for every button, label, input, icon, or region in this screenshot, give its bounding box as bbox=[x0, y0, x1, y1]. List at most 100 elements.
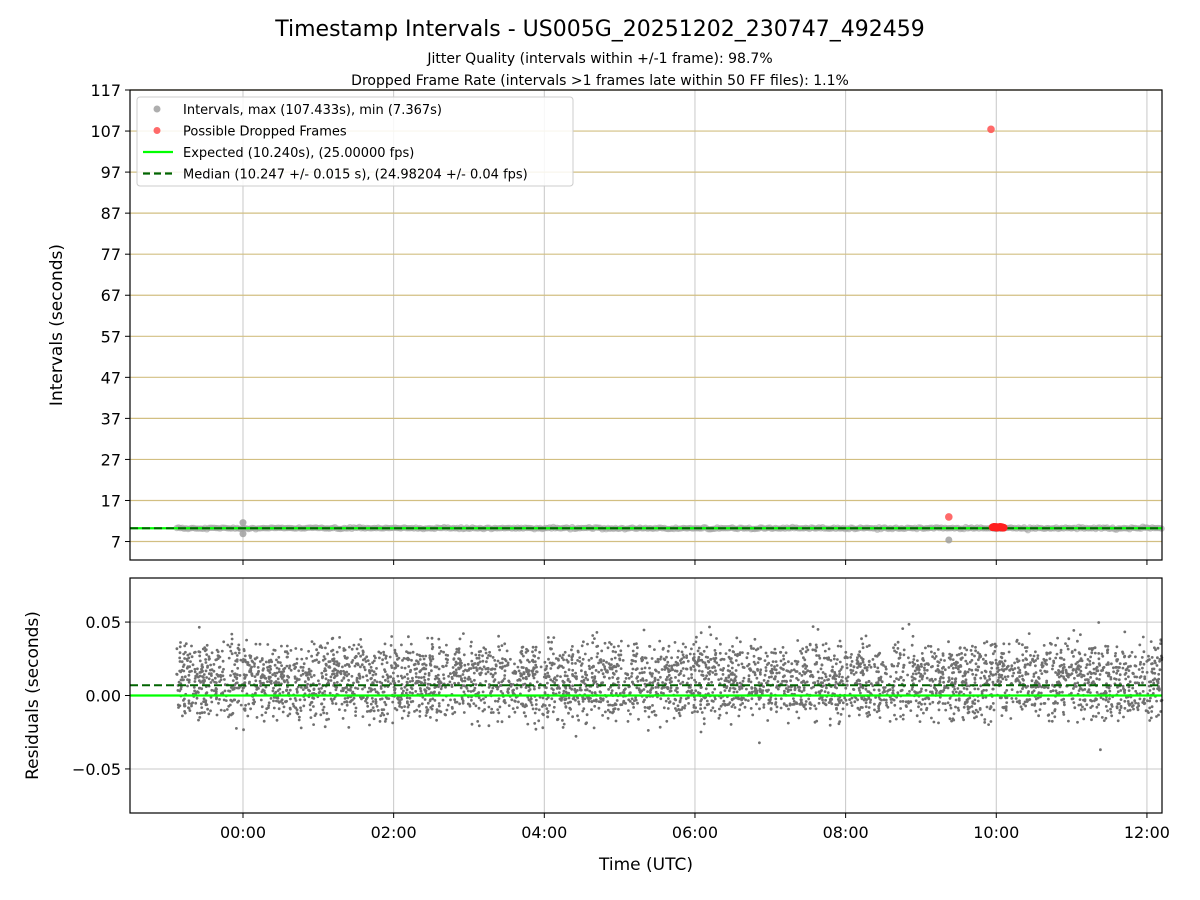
residual-point bbox=[601, 672, 605, 676]
residual-point bbox=[897, 678, 901, 681]
residual-point bbox=[624, 677, 628, 680]
residual-point bbox=[470, 680, 473, 684]
residual-point bbox=[477, 656, 481, 660]
residual-point bbox=[1095, 677, 1099, 681]
residual-point bbox=[668, 700, 672, 704]
residual-point bbox=[1148, 719, 1152, 722]
residual-point bbox=[312, 705, 315, 708]
residual-point bbox=[582, 640, 585, 644]
residual-point bbox=[577, 702, 581, 706]
residual-point bbox=[335, 686, 339, 689]
residual-point bbox=[689, 690, 692, 694]
residual-point bbox=[1028, 698, 1032, 701]
residual-point bbox=[618, 692, 622, 695]
residual-point bbox=[741, 665, 745, 669]
residual-point bbox=[202, 681, 205, 685]
residual-point bbox=[1137, 704, 1141, 708]
residual-point bbox=[990, 662, 993, 666]
residual-point bbox=[819, 681, 823, 685]
y-axis-label-bottom: Residuals (seconds) bbox=[23, 611, 43, 780]
residual-point bbox=[718, 651, 722, 655]
residual-point bbox=[350, 674, 354, 678]
residual-point bbox=[229, 674, 232, 677]
residual-point bbox=[674, 698, 678, 702]
residual-point bbox=[452, 657, 456, 660]
residual-point bbox=[603, 641, 607, 645]
residual-point bbox=[497, 645, 500, 648]
residual-point bbox=[693, 698, 697, 701]
residual-point bbox=[656, 678, 660, 682]
residual-point bbox=[213, 676, 217, 680]
residual-point bbox=[918, 675, 922, 678]
residual-point bbox=[732, 686, 735, 690]
residual-point bbox=[444, 664, 448, 668]
residual-point bbox=[255, 716, 259, 719]
residual-point bbox=[987, 675, 991, 678]
residual-point bbox=[609, 642, 613, 646]
residual-point bbox=[559, 698, 563, 702]
residual-point bbox=[281, 690, 285, 694]
residual-point bbox=[665, 678, 668, 682]
residual-point bbox=[1044, 685, 1047, 689]
residual-point bbox=[1016, 671, 1020, 674]
residual-point bbox=[906, 673, 909, 677]
residual-point bbox=[1108, 697, 1111, 701]
residual-point bbox=[581, 709, 585, 713]
residual-point bbox=[804, 707, 807, 711]
residual-point bbox=[184, 642, 188, 646]
residual-point bbox=[1115, 706, 1119, 710]
residual-point bbox=[627, 709, 630, 712]
residual-point bbox=[593, 637, 596, 640]
residual-point bbox=[974, 673, 978, 677]
residual-point bbox=[608, 663, 612, 667]
residual-point bbox=[264, 677, 268, 680]
residual-point bbox=[358, 676, 362, 680]
residual-point bbox=[937, 708, 941, 712]
residual-point bbox=[1083, 653, 1087, 657]
residual-point bbox=[276, 677, 280, 681]
residual-point bbox=[737, 697, 741, 701]
intervals-axes-frame bbox=[129, 89, 1163, 561]
residual-point bbox=[531, 707, 535, 711]
residual-point bbox=[354, 706, 358, 710]
residual-point bbox=[676, 704, 680, 708]
residual-point bbox=[707, 682, 710, 685]
residual-point bbox=[310, 675, 313, 679]
residual-point bbox=[566, 678, 570, 682]
residual-point bbox=[561, 679, 565, 683]
residual-point bbox=[603, 665, 606, 669]
residual-point bbox=[314, 712, 318, 716]
residual-point bbox=[814, 707, 818, 711]
residual-point bbox=[779, 659, 783, 663]
residual-point bbox=[483, 701, 486, 705]
residual-point bbox=[908, 661, 912, 664]
x-tick-label: 08:00 bbox=[823, 823, 869, 842]
residual-point bbox=[788, 703, 792, 707]
residual-point bbox=[1104, 644, 1107, 648]
residual-point bbox=[690, 676, 693, 680]
residual-point bbox=[921, 657, 924, 661]
residual-point bbox=[522, 654, 525, 658]
residual-point bbox=[1006, 675, 1010, 678]
residual-point bbox=[883, 671, 887, 675]
residual-point bbox=[202, 697, 206, 701]
residual-point bbox=[956, 706, 960, 710]
residual-point bbox=[739, 640, 742, 644]
residual-point bbox=[1135, 692, 1139, 696]
residual-point bbox=[321, 708, 325, 712]
residual-point bbox=[253, 662, 256, 666]
residual-point bbox=[323, 667, 327, 670]
residual-point bbox=[197, 718, 200, 722]
residual-point bbox=[666, 675, 669, 679]
residual-point bbox=[498, 665, 502, 669]
residual-point bbox=[386, 712, 389, 716]
residual-point bbox=[490, 707, 494, 711]
residual-point bbox=[383, 700, 387, 704]
residual-point bbox=[199, 681, 203, 684]
residual-point bbox=[886, 705, 890, 709]
dropped-frame-point bbox=[945, 513, 953, 521]
residual-point bbox=[200, 702, 203, 706]
residual-point bbox=[561, 726, 565, 729]
residual-point bbox=[1004, 708, 1008, 712]
residual-point bbox=[271, 652, 275, 656]
